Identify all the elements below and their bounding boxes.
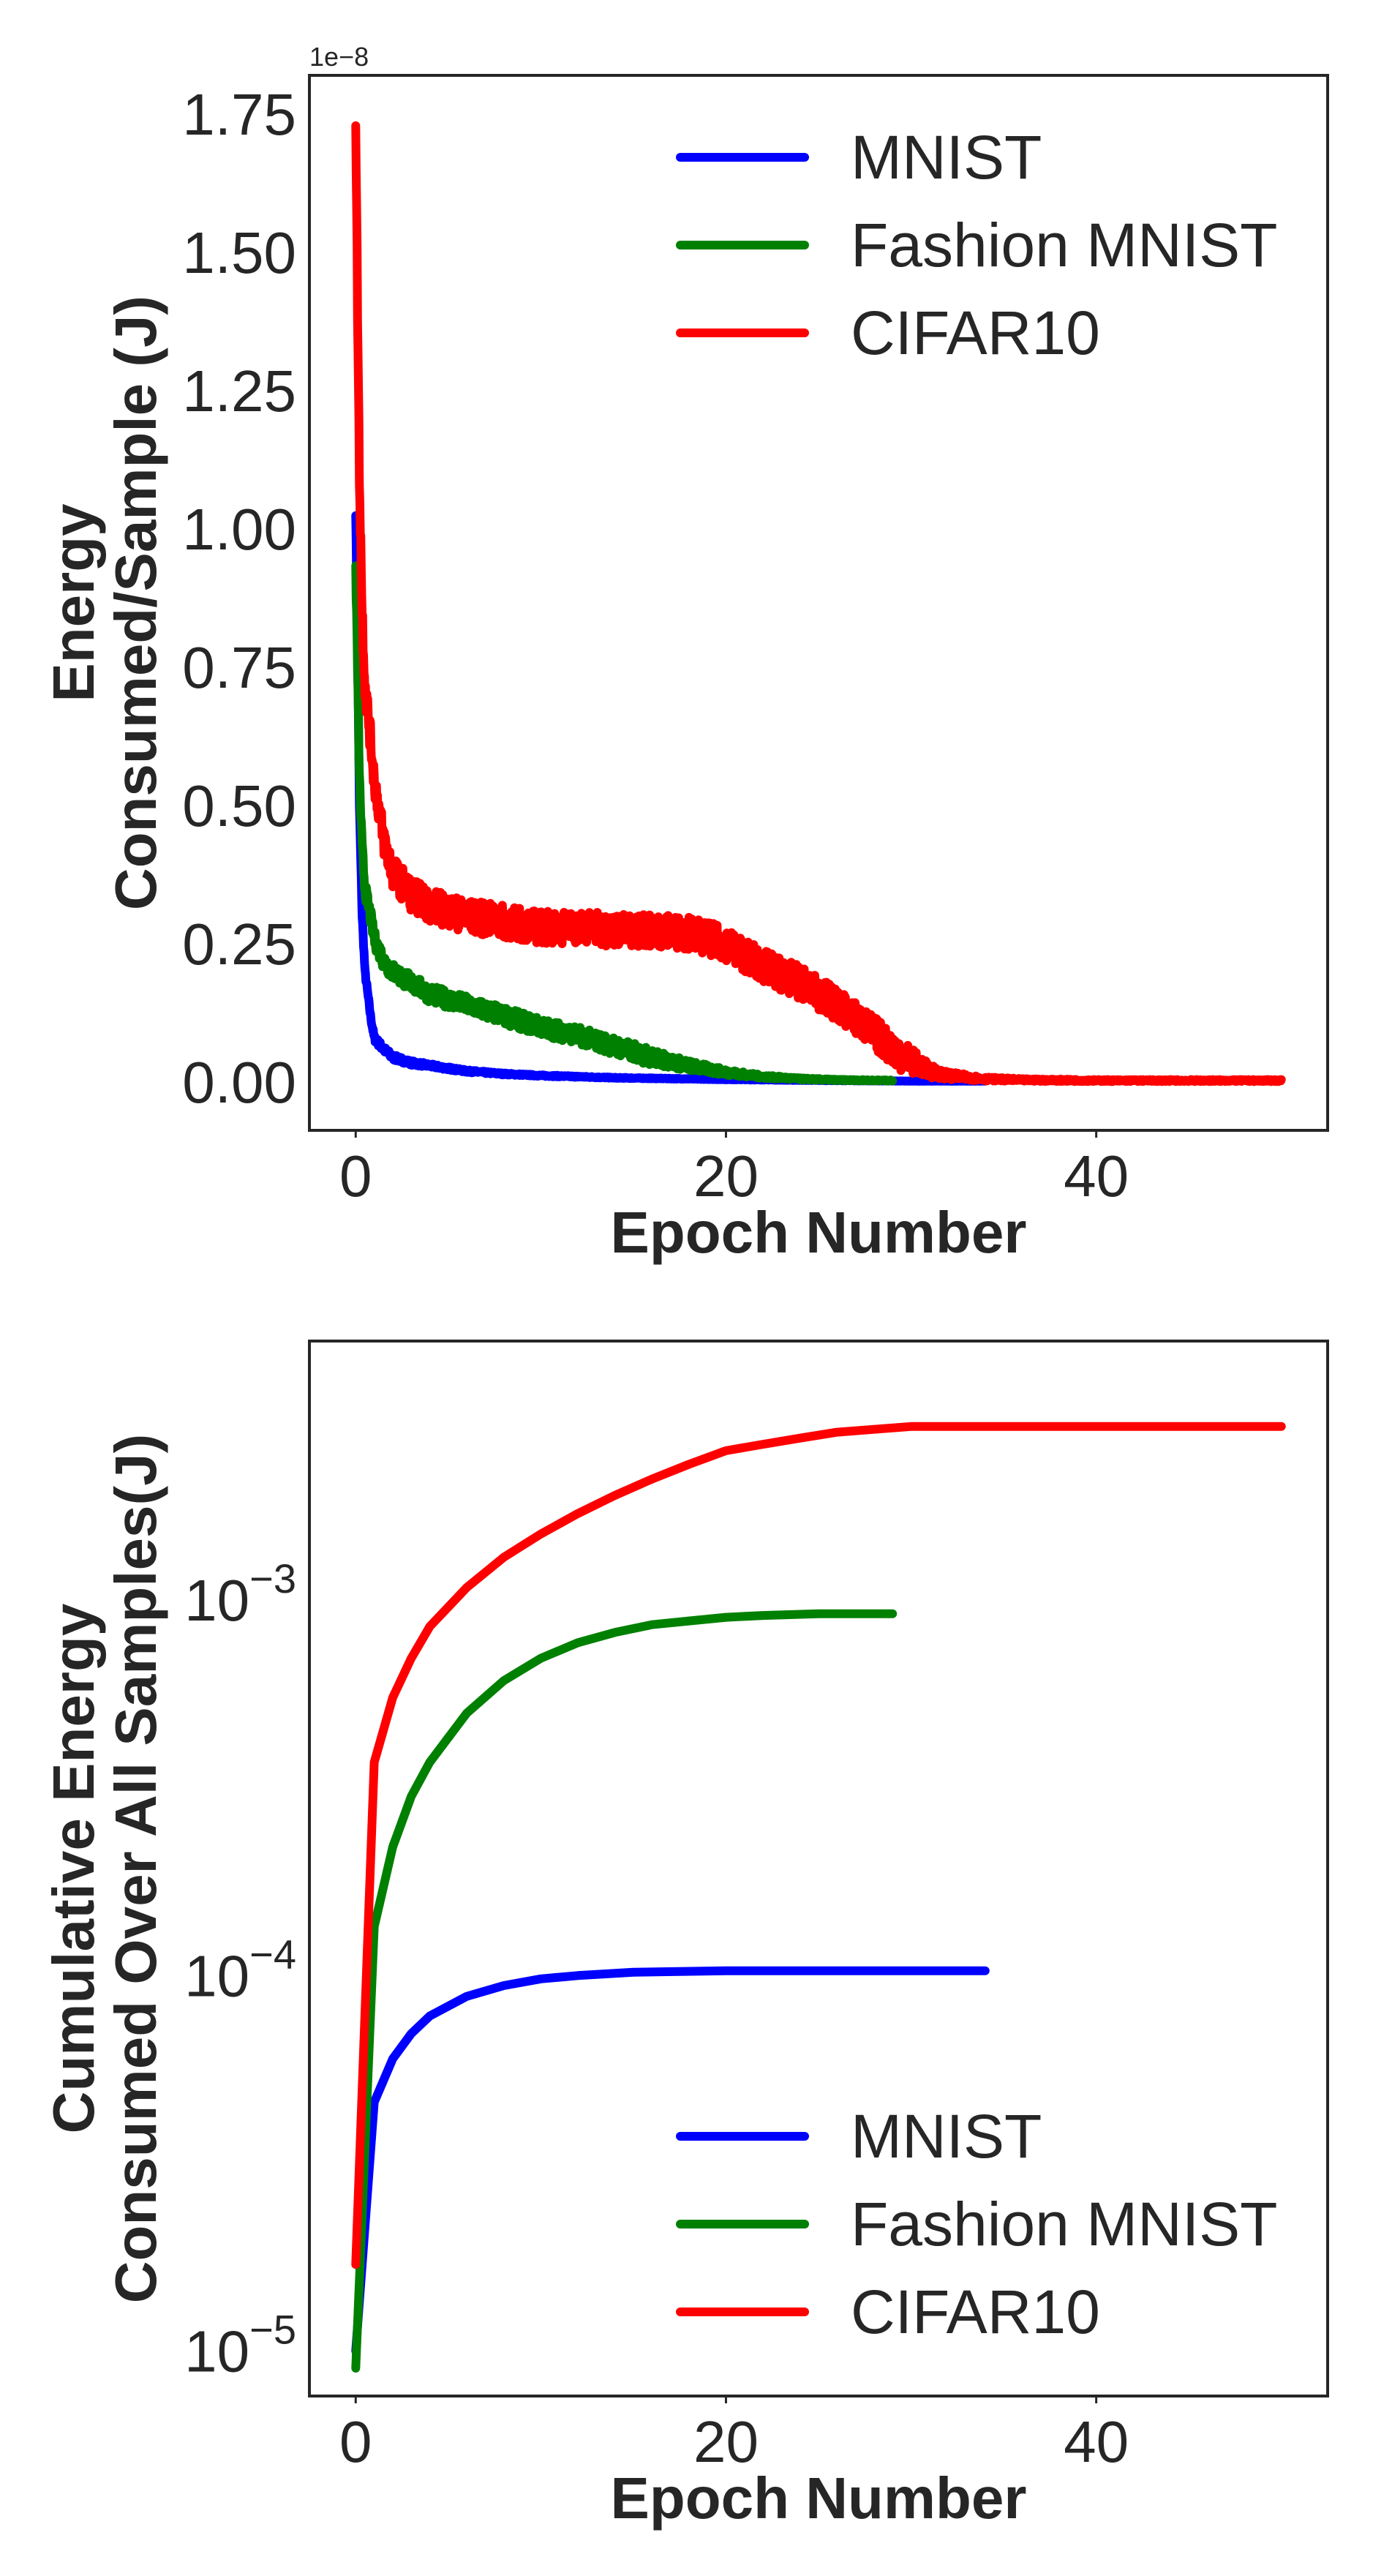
- y-axis-label-line-2: Consumed/Sample (J): [103, 296, 168, 910]
- y-axis-label-line-1: Cumulative Energy: [41, 1603, 106, 2133]
- legend-label-fashion-mnist: Fashion MNIST: [851, 211, 1278, 279]
- y-tick-label: 0.25: [182, 912, 296, 977]
- series-line-fashion-mnist: [351, 561, 898, 1086]
- chart-energy-per-sample: 0 20 40 0.00 0.25 0.50 0.75 1.00 1.25 1.50 1.75 1…: [41, 42, 1329, 1265]
- y-tick-label: 0.50: [182, 773, 296, 838]
- legend: MNIST Fashion MNIST CIFAR10: [676, 2102, 1278, 2346]
- legend-label-cifar10: CIFAR10: [851, 298, 1100, 367]
- y-tick-exponent: −4: [249, 1931, 296, 1977]
- y-axis-ticks: 0.00 0.25 0.50 0.75 1.00 1.25 1.50 1.75: [182, 82, 296, 1115]
- y-offset-label: 1e−8: [309, 42, 369, 72]
- y-tick-label: 1.25: [182, 358, 296, 424]
- x-axis-ticks: 0 20 40: [339, 2396, 1129, 2474]
- series-line-cifar10: [351, 121, 1286, 1086]
- y-tick-exponent: −3: [249, 1555, 296, 1601]
- chart-cumulative-energy: 0 20 40 10−5 10−4 10−3 Epoch Number Cumulati…: [41, 1340, 1329, 2531]
- y-axis-label-line-2: Consumed Over All Samples(J): [103, 1434, 168, 2303]
- legend: MNIST Fashion MNIST CIFAR10: [676, 123, 1278, 367]
- y-tick-label: 0.00: [182, 1050, 296, 1115]
- plot-frame: [308, 1340, 1329, 2397]
- legend-label-mnist: MNIST: [851, 2102, 1042, 2171]
- series-line-mnist: [351, 1966, 990, 2356]
- chart-cumulative-energy-series: [351, 1422, 1286, 2373]
- y-tick-exponent: −5: [249, 2306, 296, 2352]
- plot-frame: [308, 74, 1329, 1132]
- x-axis-label: Epoch Number: [611, 2466, 1027, 2531]
- x-tick-label: 0: [339, 2409, 372, 2474]
- series-line-cifar10: [351, 1422, 1286, 2269]
- legend-label-fashion-mnist: Fashion MNIST: [851, 2190, 1278, 2258]
- y-tick-label: 10−5: [184, 2306, 296, 2384]
- x-tick-label: 40: [1064, 2409, 1129, 2474]
- x-axis-ticks: 0 20 40: [339, 1130, 1129, 1209]
- y-axis-label-line-1: Energy: [41, 503, 106, 702]
- y-tick-label: 0.75: [182, 635, 296, 700]
- x-tick-label: 40: [1064, 1144, 1129, 1209]
- x-tick-label: 20: [693, 2409, 759, 2474]
- series-line-fashion-mnist: [351, 1609, 898, 2373]
- y-tick-label: 10−3: [184, 1555, 296, 1633]
- y-tick-label: 1.00: [182, 497, 296, 562]
- y-tick-label: 10−4: [184, 1931, 296, 2008]
- y-tick-label: 1.50: [182, 220, 296, 285]
- y-axis-ticks: 10−5 10−4 10−3: [184, 1555, 296, 2384]
- x-axis-label: Epoch Number: [611, 1200, 1027, 1265]
- y-tick-label: 1.75: [182, 82, 296, 147]
- legend-label-mnist: MNIST: [851, 123, 1042, 192]
- chart-energy-per-sample-series: [351, 121, 1286, 1086]
- x-tick-label: 20: [693, 1144, 759, 1209]
- x-tick-label: 0: [339, 1144, 372, 1209]
- legend-label-cifar10: CIFAR10: [851, 2278, 1100, 2346]
